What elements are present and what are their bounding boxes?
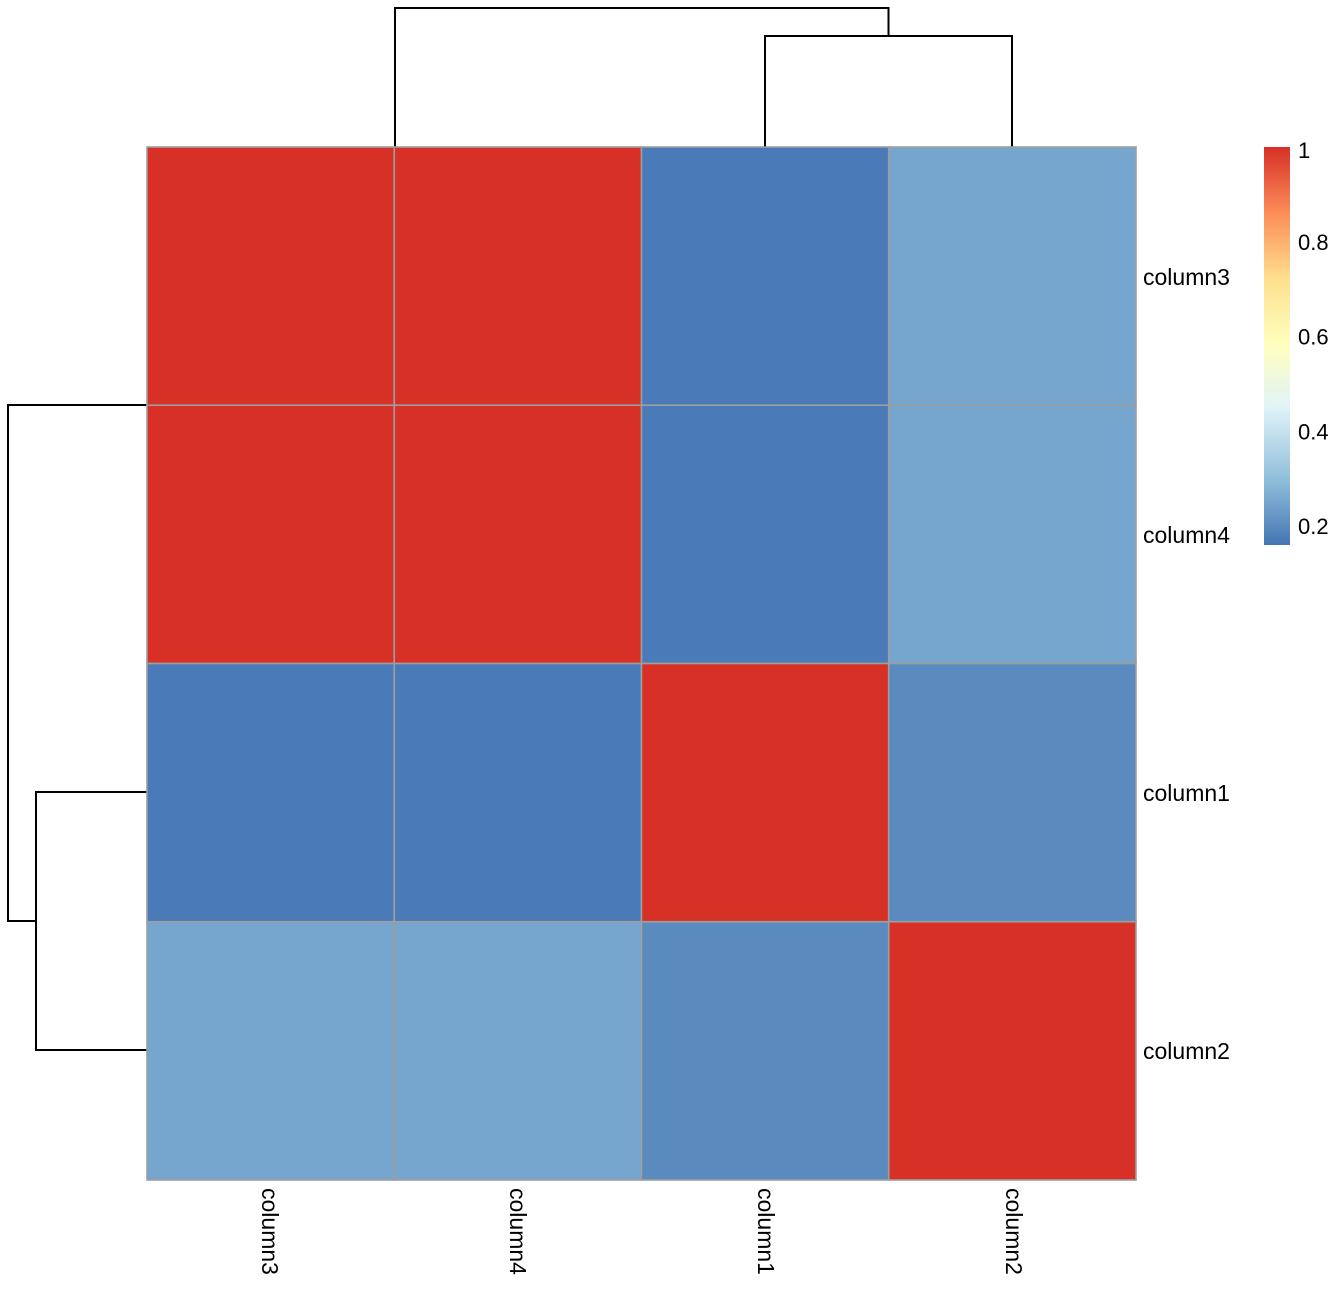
heatmap-cell — [146, 920, 396, 1181]
heatmap-cell — [393, 920, 643, 1181]
legend-color-bar — [1264, 147, 1290, 545]
heatmap-cell — [887, 662, 1137, 923]
heatmap-cell — [393, 662, 643, 923]
column-label: column1 — [753, 1188, 779, 1275]
heatmap-cells — [146, 146, 1137, 1181]
heatmap-cell — [640, 146, 890, 407]
row-labels: column3 column4 column1 column2 — [1143, 264, 1230, 1064]
legend-ticks: 1 0.8 0.6 0.4 0.2 — [1298, 138, 1329, 539]
heatmap-cell — [640, 920, 890, 1181]
legend-tick-label: 0.4 — [1298, 419, 1329, 444]
heatmap-cell — [393, 146, 643, 407]
heatmap-cell — [887, 920, 1137, 1181]
heatmap-cell — [146, 662, 396, 923]
color-legend: 1 0.8 0.6 0.4 0.2 — [1264, 138, 1329, 545]
heatmap-cell — [146, 404, 396, 665]
dendrogram-branch — [7, 404, 147, 922]
heatmap-cell — [887, 404, 1137, 665]
heatmap-cell — [393, 404, 643, 665]
row-label: column1 — [1143, 780, 1230, 806]
heatmap-cell — [887, 146, 1137, 407]
column-labels: column3 column4 column1 column2 — [257, 1188, 1027, 1275]
dendrogram-branch — [35, 791, 147, 1051]
column-dendrogram — [394, 7, 1013, 147]
heatmap-cell — [640, 404, 890, 665]
dendrogram-branch — [764, 35, 1013, 147]
row-label: column4 — [1143, 522, 1230, 548]
legend-tick-label: 0.8 — [1298, 230, 1329, 255]
heatmap-cell — [146, 146, 396, 407]
row-label: column2 — [1143, 1038, 1230, 1064]
row-label: column3 — [1143, 264, 1230, 290]
column-label: column4 — [505, 1188, 531, 1275]
row-dendrogram — [7, 404, 147, 1051]
legend-tick-label: 0.6 — [1298, 325, 1329, 350]
column-label: column2 — [1001, 1188, 1027, 1275]
legend-tick-label: 1 — [1298, 138, 1310, 163]
heatmap-cell — [640, 662, 890, 923]
dendrogram-branch — [394, 7, 890, 147]
column-label: column3 — [257, 1188, 283, 1275]
legend-tick-label: 0.2 — [1298, 514, 1329, 539]
